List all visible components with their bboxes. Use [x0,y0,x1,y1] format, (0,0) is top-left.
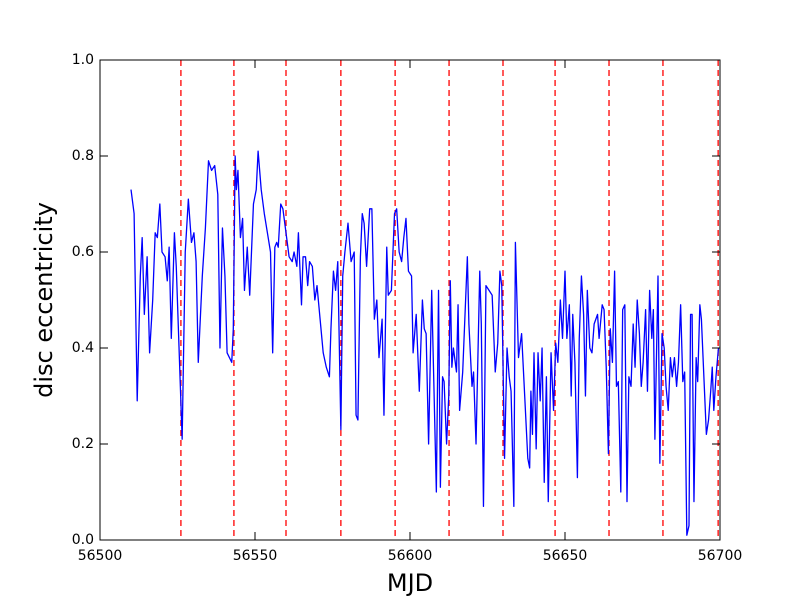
y-axis-label: disc eccentricity [30,202,58,398]
x-tick-label: 56550 [233,548,278,564]
y-tick-label: 0.6 [72,244,94,260]
x-axis-label: MJD [387,569,433,597]
y-tick-label: 0.8 [72,148,94,164]
y-tick-label: 0.0 [72,532,94,548]
x-tick-label: 56700 [698,548,743,564]
x-tick-label: 56650 [543,548,588,564]
data-line [130,150,720,536]
y-tick-label: 1.0 [72,52,94,68]
x-tick-label: 56600 [388,548,433,564]
x-tick-label: 56500 [78,548,123,564]
y-tick-label: 0.2 [72,436,94,452]
y-tick-label: 0.4 [72,340,94,356]
plot-area [130,60,720,540]
